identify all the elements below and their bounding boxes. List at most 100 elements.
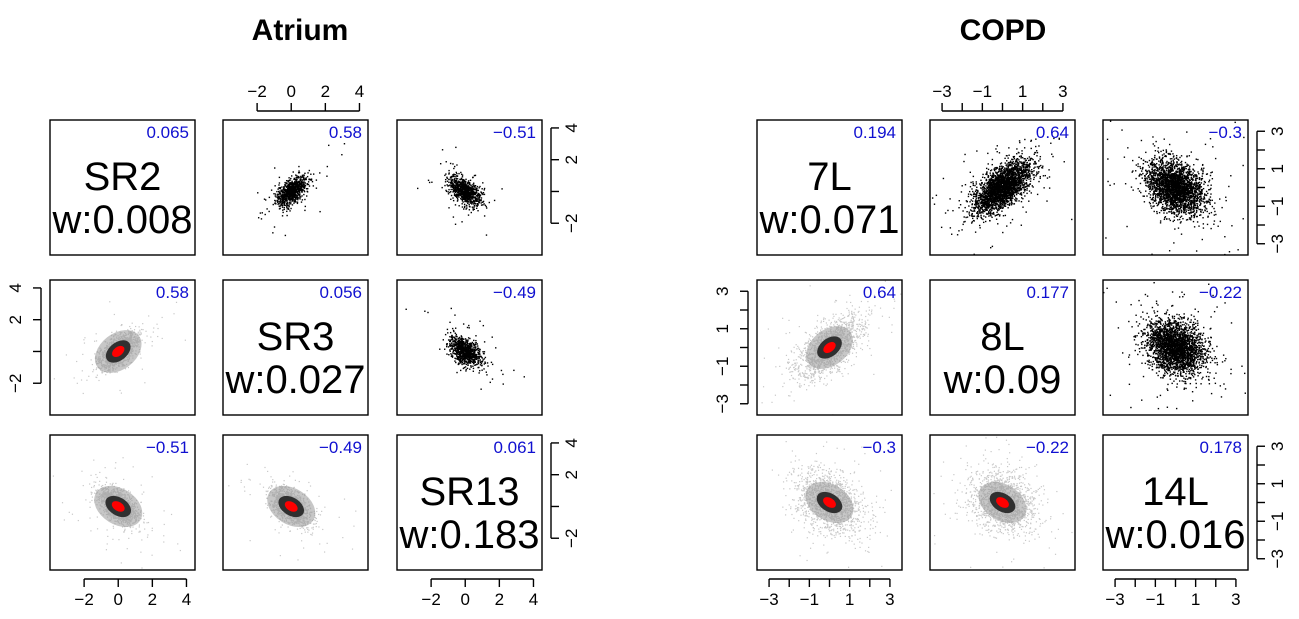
- scatter-point: [288, 205, 290, 207]
- scatter-point: [288, 193, 291, 195]
- density-point: [96, 476, 98, 479]
- scatter-point: [477, 351, 479, 354]
- scatter-point: [470, 352, 472, 355]
- scatter-point: [470, 347, 472, 349]
- scatter-point: [446, 180, 449, 182]
- scatter-point: [288, 187, 290, 189]
- scatter-point: [458, 341, 460, 343]
- scatter-point: [278, 200, 280, 203]
- scatter-point: [460, 350, 463, 352]
- scatter-point: [457, 338, 459, 340]
- scatter-point: [459, 178, 462, 181]
- scatter-point: [454, 338, 456, 340]
- scatter-point: [473, 182, 475, 184]
- scatter-point: [469, 353, 472, 356]
- scatter-point: [465, 195, 467, 197]
- scatter-point: [300, 183, 303, 185]
- scatter-point: [459, 181, 462, 183]
- scatter-point: [263, 198, 266, 200]
- scatter-point: [457, 351, 459, 354]
- scatter-point: [477, 345, 479, 347]
- variable-name: SR2: [84, 155, 162, 199]
- scatter-point: [302, 183, 305, 186]
- density-point: [109, 483, 111, 485]
- scatter-point: [461, 340, 463, 343]
- scatter-point: [461, 191, 464, 193]
- scatter-point: [473, 174, 476, 177]
- scatter-point: [459, 348, 461, 350]
- scatter-point: [295, 191, 298, 193]
- scatter-point: [444, 333, 447, 336]
- scatter-point: [481, 357, 483, 359]
- scatter-point: [463, 344, 466, 346]
- scatter-point: [467, 340, 469, 343]
- scatter-point: [465, 370, 467, 372]
- panel-frame: [49, 119, 196, 256]
- density-point: [73, 377, 75, 379]
- scatter-point: [439, 348, 441, 350]
- scatter-point: [454, 194, 456, 196]
- density-point: [106, 543, 108, 545]
- scatter-point: [459, 355, 461, 357]
- scatter-point: [459, 346, 461, 348]
- scatter-point: [460, 350, 462, 353]
- scatter-point: [276, 194, 278, 196]
- scatter-point: [343, 143, 346, 145]
- density-point: [127, 366, 130, 369]
- scatter-point: [288, 177, 290, 179]
- scatter-point: [475, 344, 477, 346]
- scatter-point: [451, 344, 453, 347]
- scatter-point: [474, 188, 476, 191]
- density-point: [140, 332, 142, 334]
- density-point: [126, 548, 128, 550]
- scatter-point: [472, 202, 474, 204]
- scatter-point: [458, 205, 460, 207]
- scatter-point: [283, 202, 286, 204]
- scatter-point: [277, 195, 279, 198]
- variance-label: 0.056: [319, 283, 362, 302]
- density-point: [139, 334, 141, 336]
- scatter-point: [287, 204, 289, 207]
- scatter-point: [275, 203, 277, 205]
- scatter-point: [303, 186, 305, 189]
- scatter-point: [303, 179, 306, 181]
- density-point: [104, 467, 106, 469]
- scatter-point: [474, 197, 476, 199]
- density-point: [124, 528, 126, 530]
- scatter-point: [455, 351, 458, 354]
- scatter-point: [466, 185, 468, 188]
- density-point: [161, 316, 163, 319]
- scatter-point: [278, 184, 280, 186]
- scatter-point: [465, 361, 468, 363]
- scatter-point: [427, 179, 430, 182]
- scatter-point: [474, 196, 477, 198]
- scatter-point: [456, 181, 458, 183]
- density-point: [138, 524, 141, 526]
- panel-1-2: −0.49: [396, 279, 543, 416]
- scatter-point: [468, 203, 470, 206]
- density-point: [140, 357, 142, 359]
- scatter-point: [457, 188, 459, 191]
- density-point: [83, 339, 85, 341]
- scatter-point: [462, 185, 465, 187]
- density-point: [143, 512, 145, 514]
- scatter-point: [459, 336, 461, 339]
- scatter-point: [424, 310, 426, 312]
- scatter-point: [287, 180, 289, 182]
- scatter-point: [481, 364, 483, 367]
- scatter-point: [469, 352, 471, 355]
- scatter-point: [460, 335, 463, 337]
- density-point: [99, 480, 101, 482]
- scatter-point: [282, 193, 284, 195]
- scatter-point: [461, 339, 463, 341]
- scatter-point: [454, 349, 456, 352]
- scatter-point: [454, 188, 457, 190]
- scatter-point: [450, 185, 452, 187]
- scatter-point: [464, 187, 466, 189]
- scatter-point: [450, 348, 452, 350]
- scatter-point: [473, 203, 475, 205]
- scatter-point: [305, 177, 307, 179]
- scatter-point: [290, 183, 293, 186]
- scatter-point: [286, 183, 288, 185]
- scatter-point: [293, 202, 295, 204]
